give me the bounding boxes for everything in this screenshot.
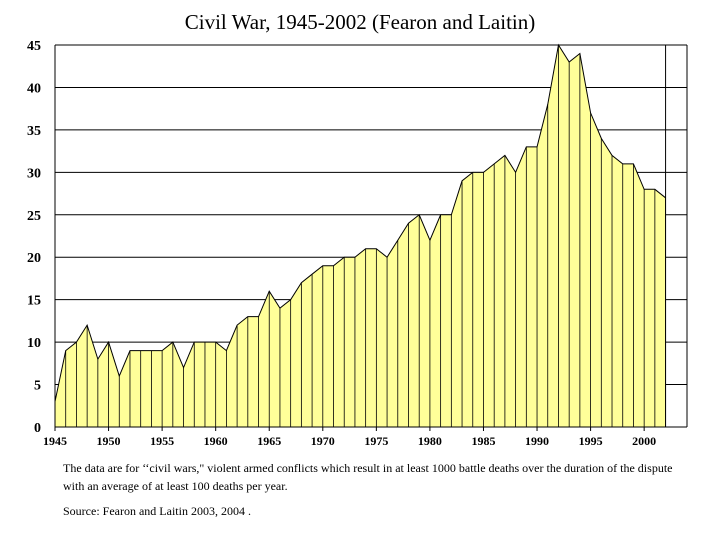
x-tick-label: 1950 <box>97 434 121 448</box>
chart-source: Source: Fearon and Laitin 2003, 2004 . <box>63 504 251 518</box>
area-fill <box>55 45 666 427</box>
y-tick-label: 5 <box>34 379 41 394</box>
x-tick-label: 2000 <box>632 434 656 448</box>
series-line <box>54 43 666 402</box>
y-tick-label: 0 <box>34 421 41 436</box>
y-tick-label: 15 <box>27 294 41 309</box>
year-drop-lines <box>54 45 666 427</box>
x-tick-label: 1965 <box>257 434 281 448</box>
x-tick-label: 1970 <box>311 434 335 448</box>
x-tick-label: 1980 <box>418 434 442 448</box>
y-tick-label: 20 <box>27 251 41 266</box>
x-tick-label: 1985 <box>471 434 495 448</box>
y-tick-label: 40 <box>27 81 41 96</box>
y-tick-labels: 0 5 10 15 20 25 30 35 40 45 <box>27 39 41 436</box>
axes <box>54 45 688 431</box>
y-tick-label: 35 <box>27 124 41 139</box>
y-tick-label: 25 <box>27 209 41 224</box>
x-tick-label: 1945 <box>43 434 67 448</box>
chart-note: The data are for ‘‘civil wars," violent … <box>63 461 673 493</box>
plot-area <box>54 43 666 427</box>
y-tick-label: 30 <box>27 166 41 181</box>
x-tick-label: 1995 <box>579 434 603 448</box>
y-tick-label: 10 <box>27 336 41 351</box>
x-tick-label: 1955 <box>150 434 174 448</box>
chart-title: Civil War, 1945-2002 (Fearon and Laitin) <box>184 10 536 34</box>
x-tick-labels: 1945 1950 1955 1960 1965 1970 1975 1980 1985 1990… <box>43 434 656 448</box>
x-tick-label: 1990 <box>525 434 549 448</box>
x-tick-label: 1975 <box>364 434 388 448</box>
y-tick-label: 45 <box>27 39 41 54</box>
x-tick-label: 1960 <box>204 434 228 448</box>
